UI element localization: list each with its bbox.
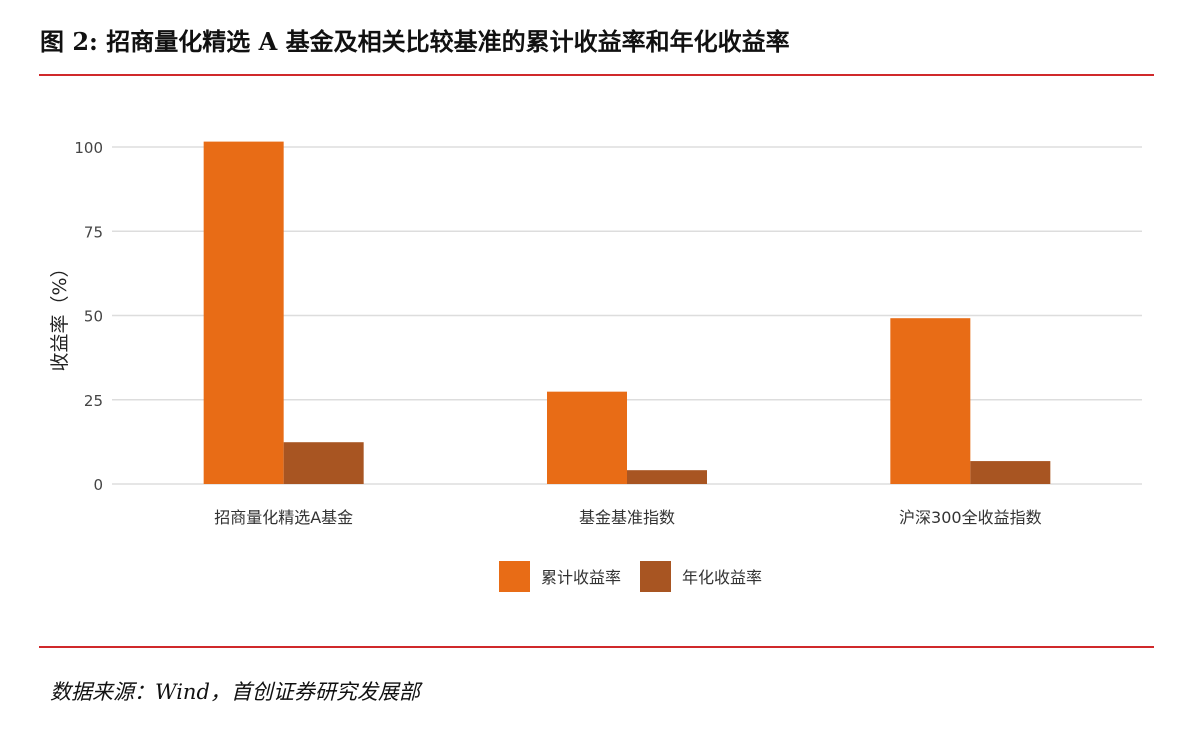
source-note: 数据来源：Wind，首创证券研究发展部 [50,680,420,704]
x-tick-label: 沪深300全收益指数 [899,508,1042,527]
y-tick-label: 0 [93,476,103,494]
bottom-rule [39,646,1154,648]
legend: 累计收益率 年化收益率 [499,561,762,592]
bars [203,141,1051,484]
y-axis-ticks: 0 25 50 75 100 [74,139,103,494]
bar-chart: 0 25 50 75 100 招商量化精选A基金 基金基准指数 沪深300全收益指数 收益率… [49,139,1142,592]
x-tick-label: 招商量化精选A基金 [214,508,353,527]
legend-swatch [640,561,671,592]
y-tick-label: 100 [74,139,103,157]
x-axis-ticks: 招商量化精选A基金 基金基准指数 沪深300全收益指数 [214,508,1041,527]
bar-cumulative-2 [890,318,971,484]
bar-cumulative-1 [547,391,627,484]
y-axis-label: 收益率（%） [49,258,71,371]
top-rule [39,74,1154,76]
y-tick-label: 25 [84,392,103,410]
legend-swatch [499,561,530,592]
y-tick-label: 75 [84,223,103,241]
bar-annualized-0 [283,442,364,484]
bar-annualized-2 [970,461,1051,484]
legend-label: 累计收益率 [541,568,621,587]
bar-annualized-1 [627,470,707,484]
bar-cumulative-0 [203,141,284,484]
figure-title: 图 2: 招商量化精选 A 基金及相关比较基准的累计收益率和年化收益率 [40,27,790,56]
legend-label: 年化收益率 [682,568,762,587]
x-tick-label: 基金基准指数 [579,508,675,527]
y-tick-label: 50 [84,308,103,326]
